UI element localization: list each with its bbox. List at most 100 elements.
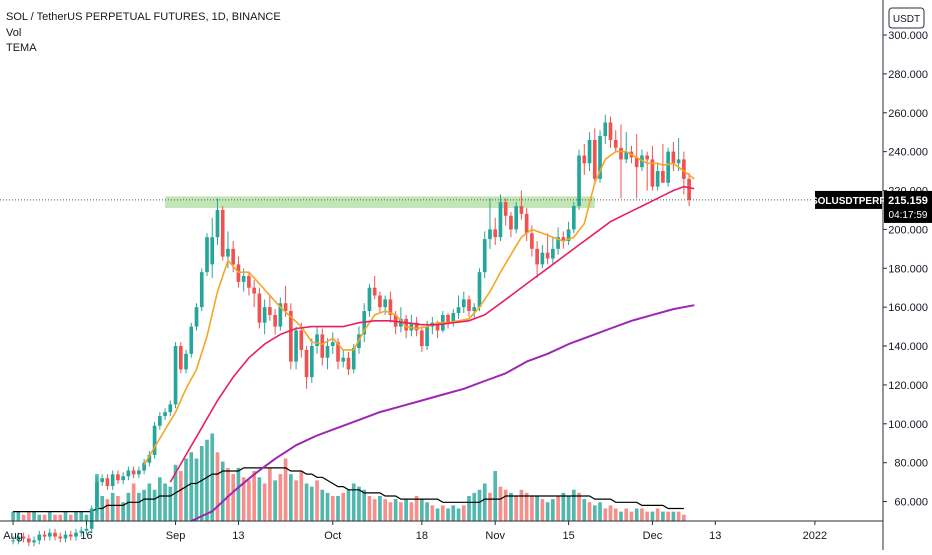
- volume-bar: [645, 511, 650, 521]
- volume-bar: [451, 505, 456, 521]
- volume-bar: [47, 511, 52, 521]
- volume-bar: [178, 471, 183, 521]
- candle-body: [173, 346, 178, 405]
- volume-bar: [252, 471, 256, 521]
- volume-bar: [210, 433, 215, 521]
- candle-body: [503, 202, 508, 216]
- candle-body: [315, 334, 319, 347]
- volume-bar: [11, 511, 15, 521]
- candle-body: [404, 318, 408, 331]
- volume-bar: [58, 514, 63, 521]
- volume-bar: [37, 514, 42, 521]
- candle-body: [650, 159, 655, 187]
- x-tick-label: Dec: [643, 530, 663, 542]
- volume-bar: [619, 511, 623, 521]
- volume-bar: [587, 502, 592, 521]
- price-axis-bg: [883, 0, 932, 550]
- candle-body: [257, 293, 262, 323]
- candle-body: [461, 299, 466, 308]
- volume-bar: [105, 499, 110, 521]
- candle-body: [676, 159, 681, 164]
- legend-tema[interactable]: TEMA: [6, 42, 37, 54]
- volume-bar: [503, 489, 508, 521]
- candle-body: [425, 326, 429, 347]
- candle-body: [157, 416, 162, 426]
- volume-bar: [241, 477, 246, 521]
- tema-line-slow: [190, 304, 695, 522]
- candle-body: [247, 276, 251, 288]
- candle-body: [571, 206, 576, 230]
- volume-bar: [613, 508, 618, 521]
- volume-bar: [551, 499, 555, 521]
- x-tick-label: Aug: [3, 530, 23, 542]
- candle-body: [262, 307, 267, 323]
- volume-bar: [199, 446, 204, 521]
- candle-body: [231, 248, 236, 265]
- candle-body: [126, 470, 131, 477]
- candle-body: [205, 237, 209, 273]
- volume-bar: [63, 511, 68, 521]
- volume-bar: [236, 467, 241, 521]
- candle-body: [613, 139, 618, 148]
- candle-body: [53, 532, 57, 537]
- tema-lines: [143, 150, 695, 522]
- volume-bar: [309, 486, 314, 521]
- legend-vol[interactable]: Vol: [6, 26, 22, 39]
- candle-body: [184, 353, 188, 370]
- symbol-tag-label: SOLUSDTPERP: [811, 196, 886, 207]
- candle-body: [592, 139, 597, 179]
- volume-bar: [42, 514, 47, 521]
- volume-bar: [676, 511, 681, 521]
- volume-bar: [32, 511, 36, 521]
- y-tick-label: 300.000: [888, 30, 928, 42]
- volume-bar: [498, 486, 503, 521]
- volume-bar: [26, 511, 31, 521]
- volume-bar: [467, 496, 471, 521]
- tema-line-fast: [143, 150, 695, 466]
- candle-body: [446, 314, 450, 323]
- y-tick-label: 60.000: [894, 497, 928, 509]
- candle-body: [545, 252, 550, 259]
- candle-body: [640, 155, 644, 168]
- x-tick-label: Oct: [324, 530, 341, 542]
- volume-bar: [320, 489, 325, 521]
- candle-body: [273, 314, 277, 327]
- candle-body: [409, 322, 414, 331]
- volume-bar: [682, 514, 686, 521]
- candle-body: [194, 307, 199, 327]
- candle-body: [325, 346, 330, 358]
- candle-body: [451, 312, 456, 323]
- volume-bar: [461, 505, 466, 521]
- candle-body: [566, 229, 571, 242]
- candle-body: [556, 237, 560, 249]
- candle-body: [535, 248, 539, 265]
- volume-bar: [404, 499, 408, 521]
- candle-body: [236, 264, 241, 282]
- candle-body: [420, 330, 424, 347]
- candle-body: [383, 299, 388, 308]
- volume-bar: [304, 483, 309, 521]
- symbol-title[interactable]: SOL / TetherUS PERPETUAL FUTURES, 1D, BI…: [6, 11, 281, 23]
- candle-body: [587, 139, 592, 164]
- candle-body: [241, 276, 246, 282]
- candle-body: [645, 155, 650, 160]
- x-tick-label: Sep: [166, 530, 186, 542]
- volume-bar: [21, 514, 26, 521]
- volume-bar: [231, 474, 236, 521]
- candle-body: [351, 347, 356, 370]
- volume-bars: [11, 433, 686, 521]
- volume-bar: [425, 502, 429, 521]
- volume-bar: [68, 514, 73, 521]
- candle-body: [634, 157, 639, 168]
- x-tick-label: 16: [80, 530, 92, 542]
- candle-body: [456, 307, 461, 313]
- volume-bar: [414, 496, 419, 521]
- volume-bar: [592, 505, 597, 521]
- candle-body: [220, 209, 225, 257]
- candle-body: [603, 122, 608, 137]
- volume-bar: [582, 499, 587, 521]
- candle-body: [47, 532, 52, 537]
- volume-bar: [388, 502, 393, 521]
